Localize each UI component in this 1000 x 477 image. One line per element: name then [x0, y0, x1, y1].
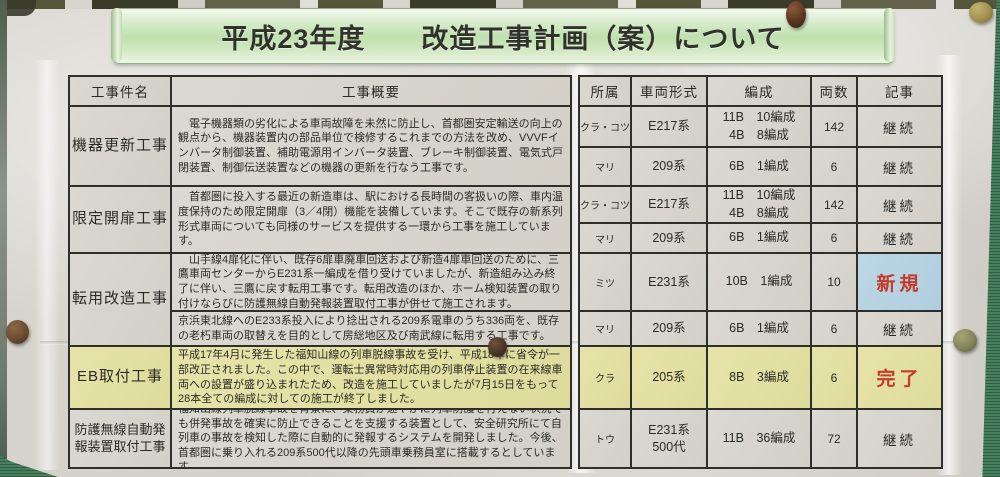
fleet-note-cell: 継続: [858, 312, 941, 345]
push-pin-icon: [6, 320, 29, 344]
formation-line2: 4B 8編成: [729, 205, 789, 220]
push-pin-icon: [488, 337, 507, 357]
fleet-note-cell: 継続: [858, 187, 941, 222]
work-overview-cell: 首都圏に投入する最近の新造車は、駅における長時間の客扱いの際、車内温度保持のため…: [172, 187, 570, 252]
fleet-depot-cell: クラ: [580, 347, 630, 408]
fleet-formation-cell: 8B 3編成: [708, 347, 810, 408]
work-name-cell: EB取付工事: [70, 347, 170, 408]
fleet-type-cell: 209系: [632, 312, 706, 345]
fleet-count-cell: 6: [812, 148, 856, 185]
fleet-count-cell: 142: [812, 107, 856, 146]
page-title: 平成23年度 改造工事計画（案）について: [221, 23, 785, 54]
work-name-cell: 機器更新工事: [70, 107, 170, 185]
fleet-type-cell: 205系: [632, 347, 706, 408]
column-header-work-overview: 工事概要: [172, 77, 570, 105]
fleet-type-cell: 209系: [632, 148, 706, 185]
fleet-type-cell: 209系: [632, 224, 706, 252]
work-overview-cell: 山手線4扉化に伴い、既存6扉車廃車回送および新造4扉車回送のために、三鷹車両セン…: [172, 254, 570, 310]
fleet-type-line1: E217系: [648, 119, 690, 134]
fleet-type-cell: E217系: [632, 107, 706, 146]
column-header-car-type: 車両形式: [632, 77, 706, 105]
work-table-left-section: 工事件名 工事概要 機器更新工事 電子機器類の劣化による車両故障を未然に防止し、…: [68, 75, 572, 469]
fleet-note-cell: 継続: [858, 148, 941, 185]
fleet-count-cell: 142: [812, 187, 856, 222]
fleet-depot-cell: ミツ: [580, 254, 630, 310]
column-header-formation: 編成: [708, 77, 810, 105]
formation-line1: 11B 10編成: [722, 110, 796, 124]
fleet-note-cell: 継続: [858, 224, 941, 252]
push-pin-icon: [953, 329, 977, 352]
cork-board-top-left-corner: [0, 0, 36, 16]
fleet-formation-cell: 11B 10編成 4B 8編成: [708, 187, 810, 222]
status-badge-done: 完了: [858, 347, 941, 408]
cork-board-left-edge: [0, 0, 7, 477]
fleet-type-cell: E231系 500代: [632, 410, 706, 467]
fleet-count-cell: 6: [812, 347, 856, 408]
status-badge-new: 新規: [858, 254, 941, 310]
formation-line2: 4B 8編成: [729, 127, 789, 142]
fleet-formation-cell: 11B 36編成: [708, 410, 810, 467]
push-pin-icon: [969, 2, 993, 23]
column-header-note: 記事: [858, 77, 941, 105]
fleet-depot-cell: クラ・コツ: [580, 107, 630, 146]
work-name-cell: 転用改造工事: [70, 254, 170, 345]
fleet-count-cell: 6: [812, 312, 856, 345]
fleet-depot-cell: マリ: [580, 224, 630, 252]
cork-board-top-edge: [0, 0, 1000, 9]
title-banner: 平成23年度 改造工事計画（案）について: [111, 8, 895, 64]
fleet-formation-cell: 6B 1編成: [708, 224, 810, 252]
fleet-type-line1: E231系: [648, 423, 690, 438]
work-overview-cell: 電子機器類の劣化による車両故障を未然に防止し、首都圏安定輸送の向上の観点から、機…: [172, 107, 570, 185]
work-overview-cell: 平成17年4月に発生した福知山線の列車脱線事故を受け、平成18年に省令が一部改正…: [172, 347, 570, 408]
push-pin-icon: [786, 1, 806, 28]
fleet-count-cell: 6: [812, 224, 856, 252]
fleet-formation-cell: 11B 10編成 4B 8編成: [708, 107, 810, 146]
fleet-formation-cell: 10B 1編成: [708, 254, 810, 310]
work-overview-cell: 福知山線列車脱線事故を背景に、乗務員が速やかに列車防護を行えない状況でも併発事故…: [172, 410, 570, 467]
column-header-work-name: 工事件名: [70, 77, 170, 105]
fleet-formation-cell: 6B 1編成: [708, 312, 810, 345]
column-header-depot: 所属: [580, 77, 630, 105]
fleet-count-cell: 72: [812, 410, 856, 467]
work-table-right-section: 所属 車両形式 編成 両数 記事 クラ・コツ E217系 11B 10編成 4B…: [578, 75, 943, 469]
fleet-note-cell: 継続: [858, 107, 941, 146]
fleet-depot-cell: トウ: [580, 410, 630, 467]
fleet-formation-cell: 6B 1編成: [708, 148, 810, 185]
work-name-cell: 限定開扉工事: [70, 187, 170, 252]
fleet-type-line2: 500代: [652, 439, 686, 454]
fleet-depot-cell: マリ: [580, 312, 630, 345]
formation-line1: 11B 10編成: [722, 188, 796, 202]
work-name-cell: 防護無線自動発報装置取付工事: [70, 410, 170, 467]
fleet-type-cell: E231系: [632, 254, 706, 310]
fleet-count-cell: 10: [812, 254, 856, 310]
work-overview-cell: 京浜東北線へのE233系投入により捻出される209系電車のうち336両を、既存の…: [172, 312, 570, 345]
fleet-depot-cell: クラ・コツ: [580, 187, 630, 222]
fleet-depot-cell: マリ: [580, 148, 630, 185]
column-header-car-count: 両数: [812, 77, 856, 105]
fleet-type-cell: E217系: [632, 187, 706, 222]
fleet-note-cell: 継続: [858, 410, 941, 467]
